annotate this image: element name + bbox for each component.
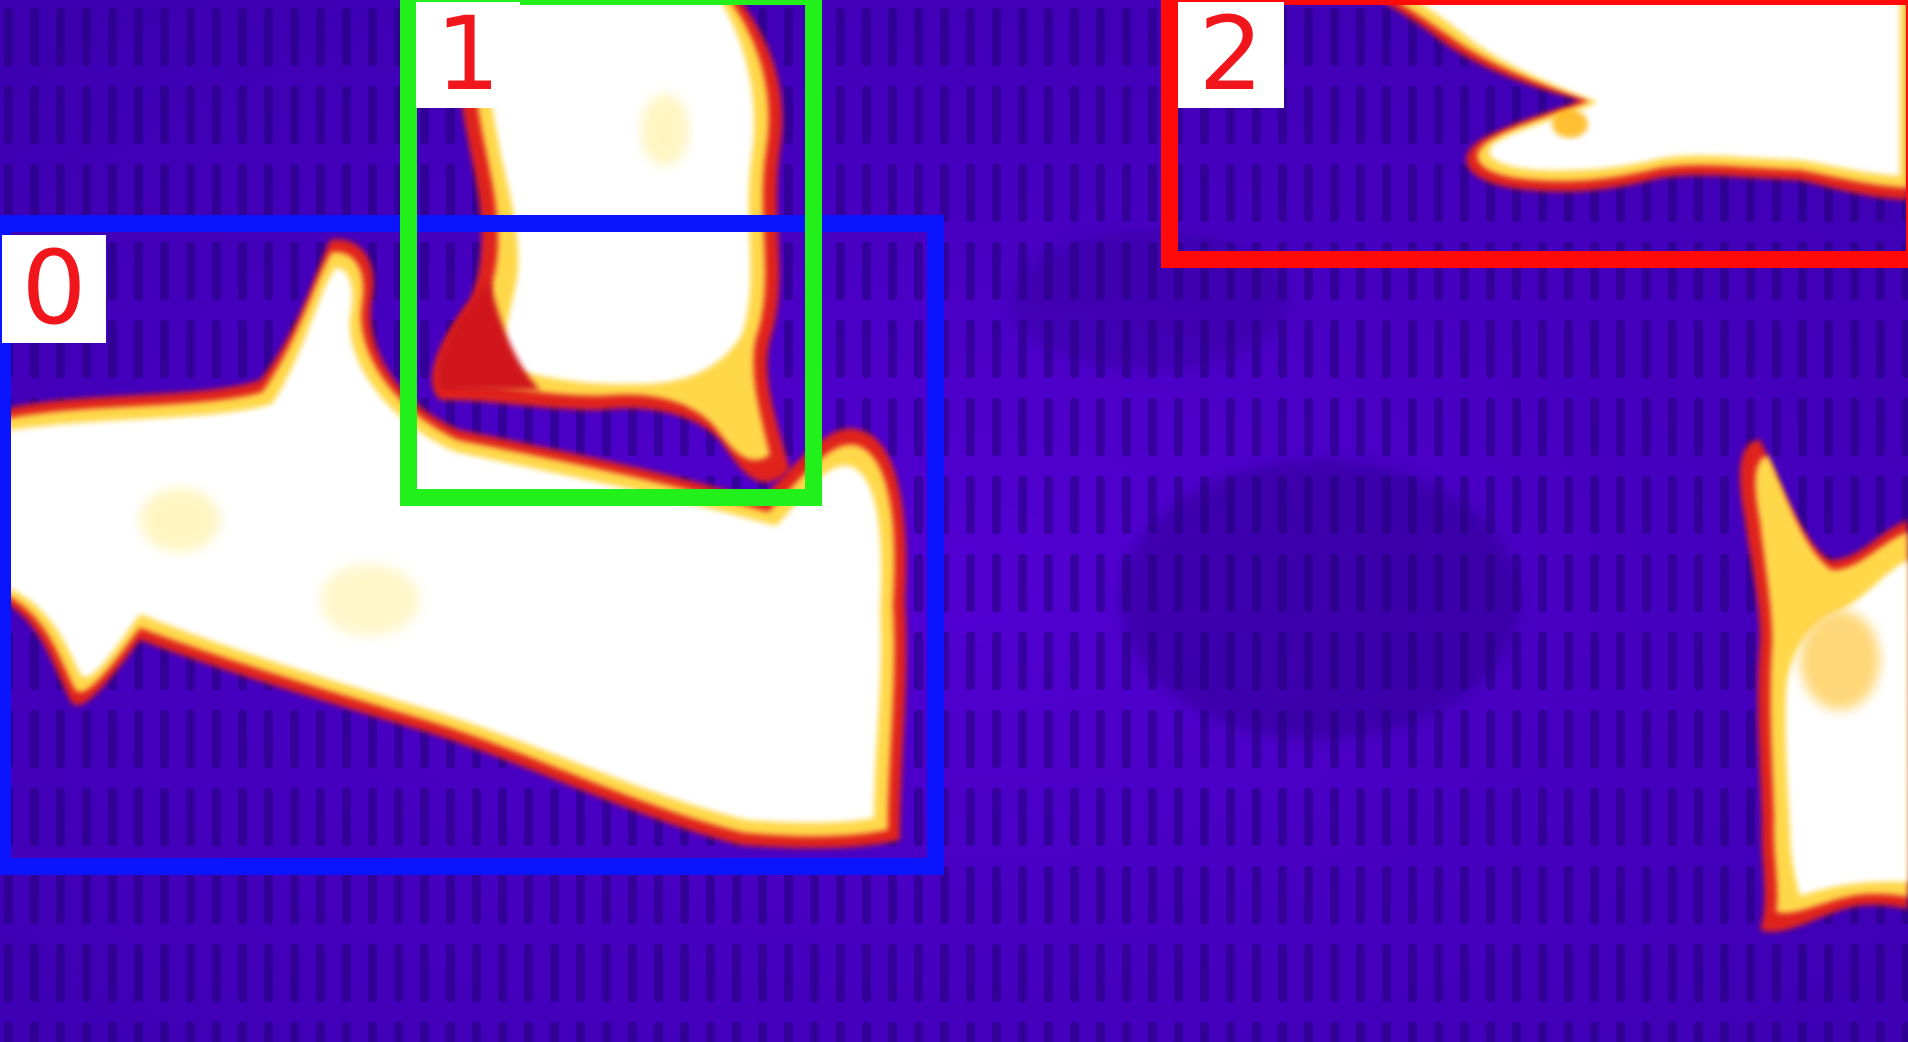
animal-2-heat-signature (1380, 0, 1908, 200)
detection-label-0: 0 (2, 235, 106, 343)
detection-box-1 (400, 0, 822, 506)
detection-label-2: 2 (1178, 2, 1284, 108)
detection-box-2 (1161, 0, 1908, 268)
detection-label-0-text: 0 (21, 229, 87, 348)
detection-label-1-text: 1 (435, 0, 501, 114)
detection-label-1: 1 (416, 2, 520, 108)
detection-box-0 (0, 215, 944, 875)
detection-label-2-text: 2 (1198, 0, 1264, 114)
animal-3-heat-signature (1740, 440, 1908, 932)
animal-0-heat-signature (0, 239, 907, 849)
